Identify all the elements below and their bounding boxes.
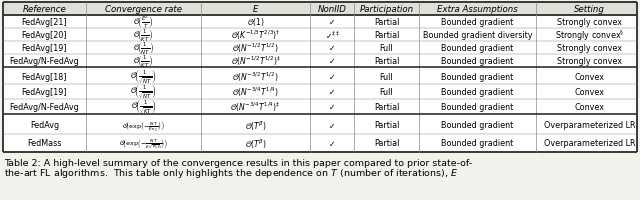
- Text: $\mathcal{O}(N^{-1/2}T^{1/2})^{\ddagger}$: $\mathcal{O}(N^{-1/2}T^{1/2})^{\ddagger}…: [230, 55, 280, 68]
- Text: E: E: [253, 5, 259, 14]
- Text: $\mathcal{O}(N^{-1/2}T^{1/2})$: $\mathcal{O}(N^{-1/2}T^{1/2})$: [232, 42, 279, 55]
- Text: $\mathcal{O}(K^{-1/3}T^{2/3})^{\dagger}$: $\mathcal{O}(K^{-1/3}T^{2/3})^{\dagger}$: [231, 29, 280, 42]
- Text: Partial: Partial: [374, 57, 399, 66]
- Text: Convex: Convex: [575, 73, 605, 82]
- Text: $\mathcal{O}\!\left(\frac{1}{\sqrt{KT}}\right)$: $\mathcal{O}\!\left(\frac{1}{\sqrt{KT}}\…: [131, 98, 156, 116]
- Text: Partial: Partial: [374, 18, 399, 27]
- Text: $\checkmark^{\ddagger\ddagger}$: $\checkmark^{\ddagger\ddagger}$: [324, 30, 339, 41]
- Text: $\mathcal{O}\!\left(\frac{1}{KT}\right)$: $\mathcal{O}\!\left(\frac{1}{KT}\right)$: [133, 27, 154, 43]
- Text: $\checkmark$: $\checkmark$: [328, 73, 335, 82]
- Text: Extra Assumptions: Extra Assumptions: [437, 5, 518, 14]
- Text: Setting: Setting: [574, 5, 605, 14]
- Text: FedAvg[20]: FedAvg[20]: [22, 31, 67, 40]
- Text: $\mathcal{O}(N^{-3/4}T^{1/4})$: $\mathcal{O}(N^{-3/4}T^{1/4})$: [232, 85, 279, 99]
- Text: FedAvg: FedAvg: [30, 121, 59, 130]
- Bar: [3, 3, 637, 16]
- Text: Partial: Partial: [374, 31, 399, 40]
- Text: Strongly convex: Strongly convex: [557, 57, 622, 66]
- Text: Bounded gradient diversity: Bounded gradient diversity: [423, 31, 532, 40]
- Text: Overparameterized LR: Overparameterized LR: [544, 121, 636, 130]
- Text: Bounded gradient: Bounded gradient: [442, 44, 514, 53]
- Text: Bounded gradient: Bounded gradient: [442, 57, 514, 66]
- Text: $\mathcal{O}\!\left(\exp\!\left(-\frac{NT}{E\kappa_1}\right)\right)$: $\mathcal{O}\!\left(\exp\!\left(-\frac{N…: [122, 118, 165, 132]
- Bar: [3, 16, 637, 29]
- Text: $\mathcal{O}\!\left(\frac{1}{\sqrt{NT}}\right)$: $\mathcal{O}\!\left(\frac{1}{\sqrt{NT}}\…: [131, 68, 157, 86]
- Text: Table 2: A high-level summary of the convergence results in this paper compared : Table 2: A high-level summary of the con…: [4, 159, 472, 168]
- Text: Bounded gradient: Bounded gradient: [442, 88, 514, 97]
- Text: Partial: Partial: [374, 139, 399, 148]
- Text: Full: Full: [380, 44, 394, 53]
- Text: FedAvg/N-FedAvg: FedAvg/N-FedAvg: [10, 102, 79, 111]
- Text: Bounded gradient: Bounded gradient: [442, 121, 514, 130]
- Text: Full: Full: [380, 88, 394, 97]
- Text: $\checkmark$: $\checkmark$: [328, 18, 335, 27]
- Text: $\mathcal{O}\!\left(\frac{1}{KT}\right)$: $\mathcal{O}\!\left(\frac{1}{KT}\right)$: [133, 53, 154, 69]
- Text: FedAvg/N-FedAvg: FedAvg/N-FedAvg: [10, 57, 79, 66]
- Text: Strongly convex$^{\S}$: Strongly convex$^{\S}$: [555, 28, 624, 42]
- Text: Strongly convex: Strongly convex: [557, 18, 622, 27]
- Text: Reference: Reference: [22, 5, 67, 14]
- Text: $\checkmark$: $\checkmark$: [328, 88, 335, 97]
- Text: FedMass: FedMass: [28, 139, 61, 148]
- Text: Bounded gradient: Bounded gradient: [442, 73, 514, 82]
- Text: $\mathcal{O}(1)$: $\mathcal{O}(1)$: [246, 16, 264, 28]
- Bar: [3, 134, 637, 152]
- Bar: [3, 70, 637, 85]
- Text: Participation: Participation: [360, 5, 413, 14]
- Bar: [3, 29, 637, 42]
- Text: $\mathcal{O}(T^{\beta})$: $\mathcal{O}(T^{\beta})$: [244, 119, 266, 132]
- Text: FedAvg[18]: FedAvg[18]: [22, 73, 67, 82]
- Bar: [3, 85, 637, 100]
- Text: Partial: Partial: [374, 102, 399, 111]
- Text: $\checkmark$: $\checkmark$: [328, 121, 335, 130]
- Text: Overparameterized LR: Overparameterized LR: [544, 139, 636, 148]
- Text: $\checkmark$: $\checkmark$: [328, 139, 335, 148]
- Bar: [3, 100, 637, 114]
- Text: NonIID: NonIID: [317, 5, 346, 14]
- Bar: [3, 42, 637, 55]
- Text: $\mathcal{O}(N^{-3/2}T^{1/2})$: $\mathcal{O}(N^{-3/2}T^{1/2})$: [232, 70, 279, 84]
- Text: Bounded gradient: Bounded gradient: [442, 18, 514, 27]
- Text: the-art FL algorithms.  This table only highlights the dependence on $T$ (number: the-art FL algorithms. This table only h…: [4, 167, 458, 180]
- Text: $\checkmark$: $\checkmark$: [328, 102, 335, 111]
- Text: $\checkmark$: $\checkmark$: [328, 57, 335, 66]
- Text: $\mathcal{O}\!\left(\frac{E^2}{T}\right)$: $\mathcal{O}\!\left(\frac{E^2}{T}\right)…: [133, 14, 154, 31]
- Bar: [3, 55, 637, 68]
- Text: Partial: Partial: [374, 121, 399, 130]
- Text: Bounded gradient: Bounded gradient: [442, 139, 514, 148]
- Bar: [3, 3, 637, 152]
- Text: Convergence rate: Convergence rate: [105, 5, 182, 14]
- Text: $\checkmark$: $\checkmark$: [328, 44, 335, 53]
- Text: $\mathcal{O}\!\left(\exp\!\left(-\frac{NT}{E\sqrt{\kappa_1}h}\right)\right)$: $\mathcal{O}\!\left(\exp\!\left(-\frac{N…: [119, 137, 168, 150]
- Text: Full: Full: [380, 73, 394, 82]
- Text: Bounded gradient: Bounded gradient: [442, 102, 514, 111]
- Text: $\mathcal{O}\!\left(\frac{1}{NT}\right)$: $\mathcal{O}\!\left(\frac{1}{NT}\right)$: [133, 40, 154, 56]
- Bar: [3, 116, 637, 134]
- Text: $\mathcal{O}(N^{-3/4}T^{1/4})^{\ddagger}$: $\mathcal{O}(N^{-3/4}T^{1/4})^{\ddagger}…: [230, 100, 280, 114]
- Text: $\mathcal{O}(T^{\beta})$: $\mathcal{O}(T^{\beta})$: [244, 137, 266, 150]
- Text: FedAvg[19]: FedAvg[19]: [22, 88, 67, 97]
- Text: Convex: Convex: [575, 102, 605, 111]
- Text: Strongly convex: Strongly convex: [557, 44, 622, 53]
- Text: $\mathcal{O}\!\left(\frac{1}{\sqrt{NT}}\right)$: $\mathcal{O}\!\left(\frac{1}{\sqrt{NT}}\…: [131, 83, 157, 101]
- Text: Convex: Convex: [575, 88, 605, 97]
- Text: FedAvg[19]: FedAvg[19]: [22, 44, 67, 53]
- Text: FedAvg[21]: FedAvg[21]: [22, 18, 67, 27]
